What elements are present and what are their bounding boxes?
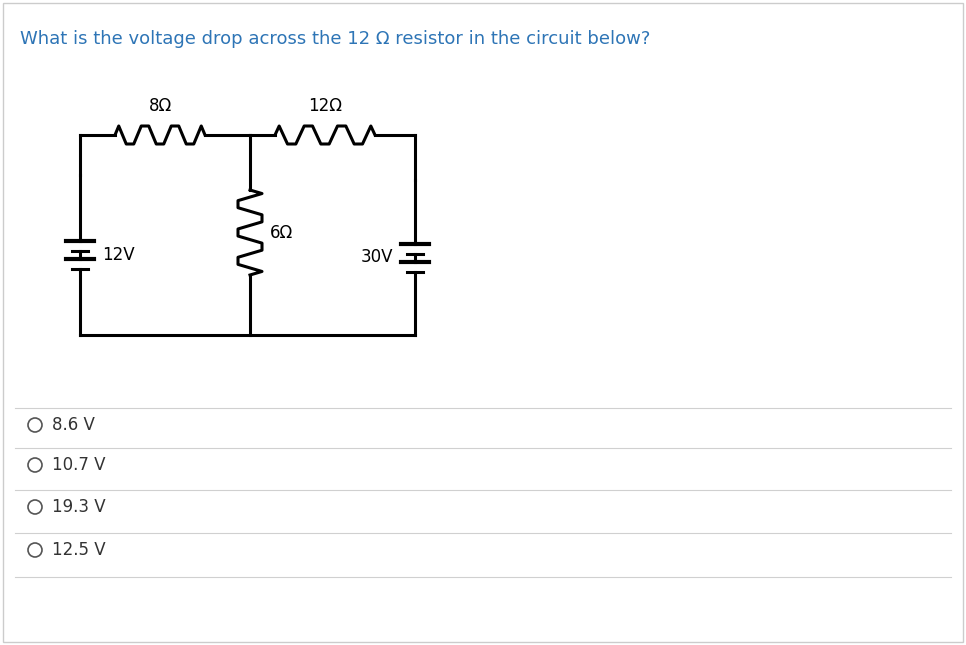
Text: 12.5 V: 12.5 V <box>52 541 105 559</box>
Text: 12Ω: 12Ω <box>308 97 342 115</box>
Circle shape <box>28 458 42 472</box>
Text: 6Ω: 6Ω <box>270 224 294 241</box>
FancyBboxPatch shape <box>3 3 963 642</box>
Circle shape <box>28 500 42 514</box>
Circle shape <box>28 543 42 557</box>
Text: 10.7 V: 10.7 V <box>52 456 105 474</box>
Text: 12V: 12V <box>102 246 134 264</box>
Text: 8Ω: 8Ω <box>149 97 172 115</box>
Text: What is the voltage drop across the 12 Ω resistor in the circuit below?: What is the voltage drop across the 12 Ω… <box>20 30 650 48</box>
Text: 8.6 V: 8.6 V <box>52 416 95 434</box>
Text: 30V: 30V <box>360 248 393 266</box>
Text: 19.3 V: 19.3 V <box>52 498 105 516</box>
Circle shape <box>28 418 42 432</box>
